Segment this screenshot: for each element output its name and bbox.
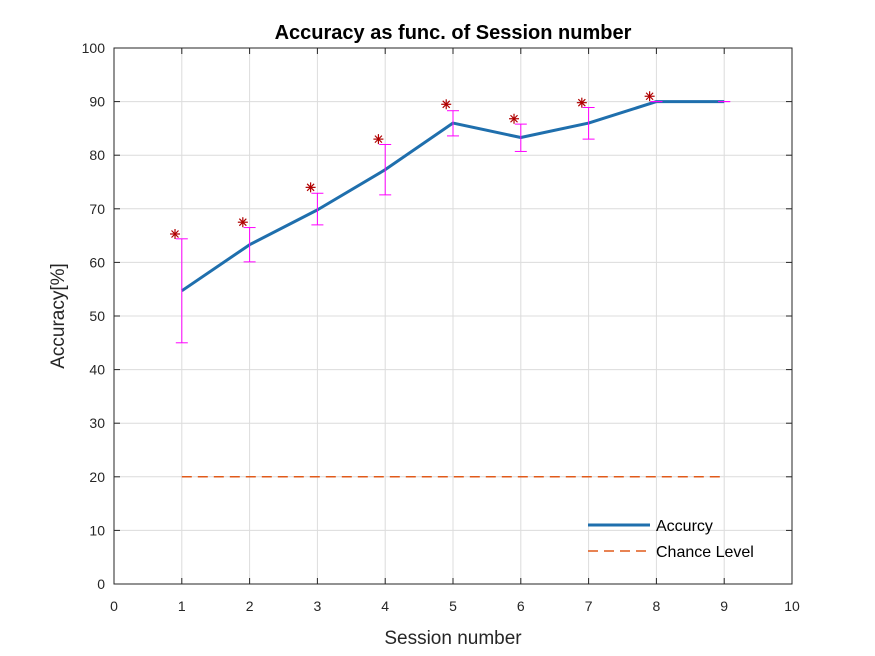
asterisk-stroke (238, 218, 247, 227)
error-bar (311, 192, 324, 226)
tick-marks (113, 47, 793, 585)
y-tick-label: 10 (89, 522, 105, 538)
error-bar (175, 238, 188, 344)
x-tick-label: 1 (178, 598, 186, 614)
asterisk-stroke (442, 100, 451, 109)
markers (170, 91, 655, 239)
asterisk-marker (644, 91, 655, 102)
x-tick-labels: 0 1 2 3 4 5 6 7 8 9 10 (110, 598, 800, 614)
y-tick-label: 100 (82, 40, 106, 56)
x-tick-label: 4 (381, 598, 389, 614)
x-tick-label: 9 (720, 598, 728, 614)
x-axis-label: Session number (384, 628, 522, 649)
y-tick-label: 20 (89, 469, 105, 485)
y-tick-label: 30 (89, 415, 105, 431)
asterisk-marker (576, 97, 587, 108)
x-tick-label: 0 (110, 598, 118, 614)
x-tick-label: 8 (653, 598, 661, 614)
x-tick-label: 3 (314, 598, 322, 614)
legend-label-chance-level: Chance Level (656, 544, 754, 561)
asterisk-stroke (510, 114, 518, 123)
x-tick-label: 10 (784, 598, 800, 614)
y-axis-label: Accuracy[%] (48, 263, 69, 369)
legend: Accurcy Chance Level (588, 518, 754, 561)
asterisk-stroke (171, 230, 179, 238)
y-tick-label: 0 (97, 576, 105, 592)
y-tick-labels: 0 10 20 30 40 50 60 70 80 90 100 (82, 40, 106, 592)
x-tick-label: 5 (449, 598, 457, 614)
x-tick-label: 2 (246, 598, 254, 614)
asterisk-stroke (645, 92, 654, 101)
legend-label-accurcy: Accurcy (656, 518, 713, 535)
y-tick-label: 40 (89, 362, 105, 378)
y-tick-label: 60 (89, 254, 105, 270)
chart-title: Accuracy as func. of Session number (275, 22, 632, 44)
error-bar (379, 143, 392, 196)
error-bar (447, 110, 459, 137)
asterisk-marker (373, 134, 384, 145)
x-tick-label: 7 (585, 598, 593, 614)
y-tick-label: 90 (89, 94, 105, 110)
error-bar (243, 227, 256, 263)
asterisk-marker (509, 113, 520, 124)
y-tick-label: 70 (89, 201, 105, 217)
x-tick-label: 6 (517, 598, 525, 614)
asterisk-stroke (306, 183, 315, 192)
asterisk-marker (441, 99, 452, 110)
y-tick-label: 50 (89, 308, 105, 324)
asterisk-stroke (374, 135, 383, 144)
error-bar (582, 106, 595, 140)
error-bars (175, 101, 731, 344)
y-tick-label: 80 (89, 147, 105, 163)
error-bar (514, 123, 527, 152)
asterisk-marker (170, 228, 181, 239)
asterisk-stroke (577, 98, 586, 107)
asterisk-marker (305, 182, 316, 193)
asterisk-marker (237, 217, 248, 228)
